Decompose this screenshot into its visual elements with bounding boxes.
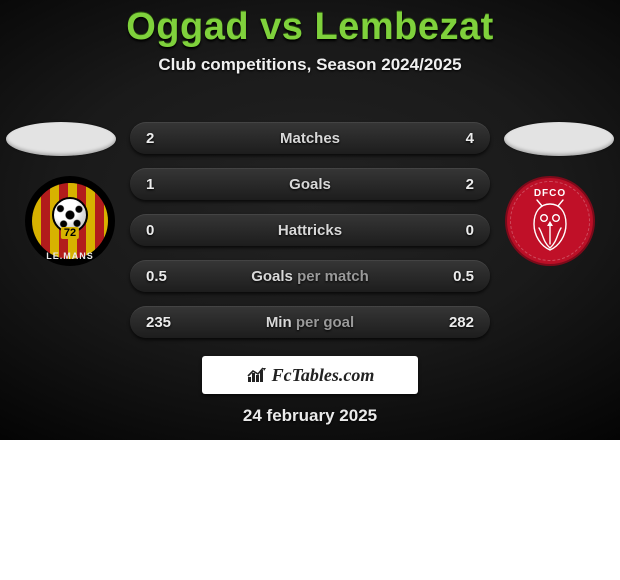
stat-row: 0 Hattricks 0: [130, 214, 490, 246]
stat-label: Hattricks: [278, 222, 342, 239]
player-right-name: Lembezat: [314, 6, 493, 48]
stat-left-value: 0.5: [146, 268, 167, 285]
fctables-badge[interactable]: FcTables.com: [202, 356, 418, 394]
stat-row: 1 Goals 2: [130, 168, 490, 200]
player-left-name: Oggad: [126, 6, 249, 48]
stat-left-value: 2: [146, 130, 154, 147]
subtitle: Club competitions, Season 2024/2025: [0, 55, 620, 75]
page-title: Oggad vs Lembezat: [0, 0, 620, 49]
owl-icon: [525, 194, 575, 252]
club-left-label: LE.MANS: [46, 251, 94, 261]
club-right-crest: DFCO: [505, 176, 595, 266]
stat-right-value: 282: [449, 314, 474, 331]
stat-right-value: 0: [466, 222, 474, 239]
player-left-photo-placeholder: [6, 122, 116, 156]
stat-row: 0.5 Goals per match 0.5: [130, 260, 490, 292]
stat-left-value: 0: [146, 222, 154, 239]
stat-label: Goals: [289, 176, 331, 193]
stat-right-value: 0.5: [453, 268, 474, 285]
stat-label: Min per goal: [266, 314, 354, 331]
stat-label: Goals per match: [251, 268, 369, 285]
blank-area: [0, 440, 620, 580]
stat-right-value: 4: [466, 130, 474, 147]
player-right-photo-placeholder: [504, 122, 614, 156]
stat-left-value: 1: [146, 176, 154, 193]
stat-left-value: 235: [146, 314, 171, 331]
club-left-crest: 72 LE.MANS: [25, 176, 115, 266]
comparison-panel: Oggad vs Lembezat Club competitions, Sea…: [0, 0, 620, 440]
barchart-icon: [246, 366, 268, 384]
date-text: 24 february 2025: [243, 406, 377, 426]
fctables-text: FcTables.com: [272, 365, 375, 386]
stat-row: 235 Min per goal 282: [130, 306, 490, 338]
stat-right-value: 2: [466, 176, 474, 193]
club-left-number: 72: [61, 227, 79, 239]
stat-row: 2 Matches 4: [130, 122, 490, 154]
stat-label: Matches: [280, 130, 340, 147]
vs-text: vs: [260, 6, 303, 48]
stats-list: 2 Matches 4 1 Goals 2 0 Hattricks 0 0.5 …: [130, 122, 490, 352]
